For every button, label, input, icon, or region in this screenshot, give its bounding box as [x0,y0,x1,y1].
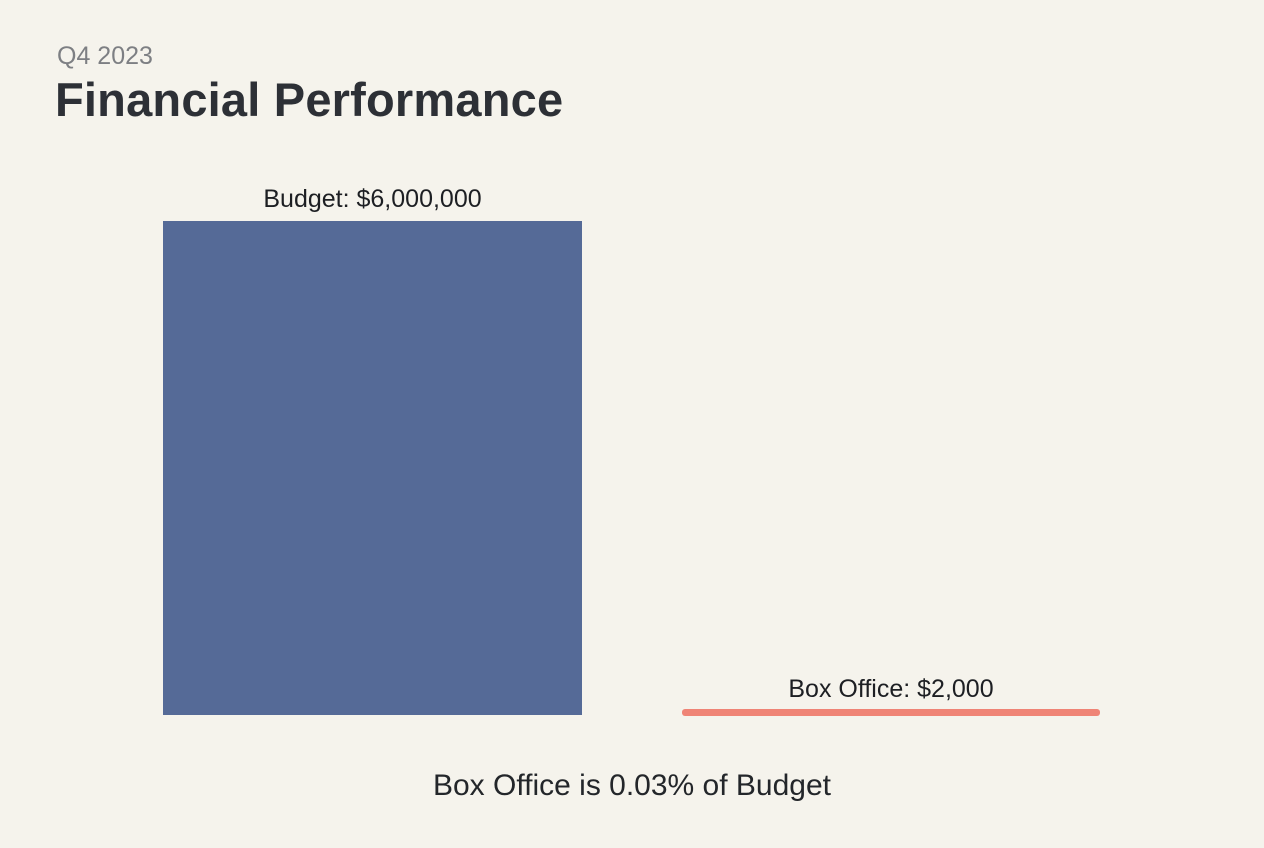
box-office-bar [682,709,1100,716]
page-title: Financial Performance [55,73,564,126]
budget-bar [163,221,582,715]
box-office-bar-label: Box Office: $2,000 [788,675,994,703]
budget-bar-label: Budget: $6,000,000 [263,185,482,213]
period-subtitle: Q4 2023 [57,42,153,70]
comparison-caption: Box Office is 0.03% of Budget [432,769,831,802]
